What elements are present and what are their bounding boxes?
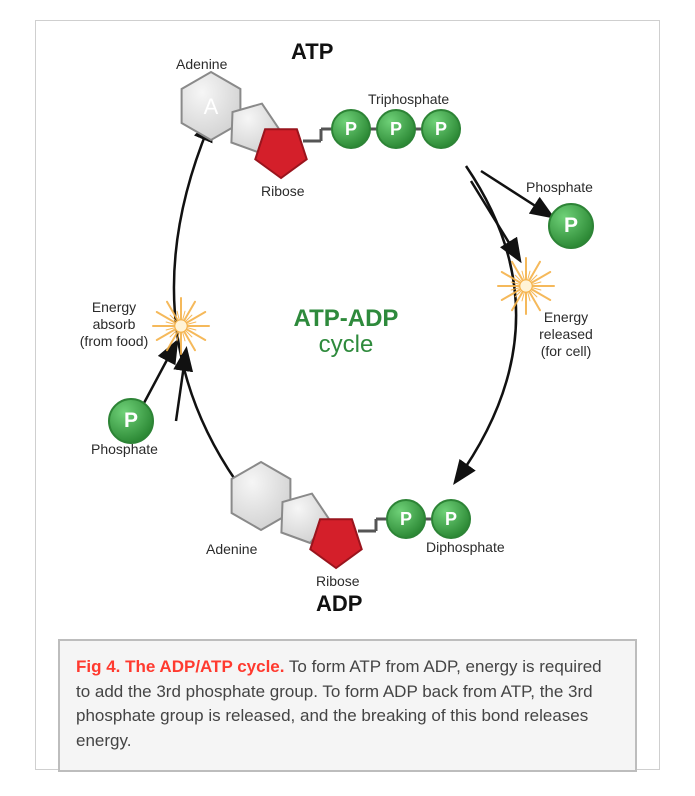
- svg-text:P: P: [124, 409, 138, 432]
- label-triphosphate: Triphosphate: [368, 91, 449, 108]
- adp-title: ADP: [316, 591, 362, 617]
- svg-text:P: P: [445, 509, 457, 529]
- label-ribose-bottom: Ribose: [316, 573, 360, 590]
- center-title: ATP-ADP cycle: [256, 306, 436, 359]
- atp-title: ATP: [291, 39, 333, 65]
- center-title-l2: cycle: [256, 332, 436, 358]
- energy-released-l2: released: [539, 326, 593, 342]
- label-adenine-bottom: Adenine: [206, 541, 257, 558]
- label-energy-released: Energy released (for cell): [526, 309, 606, 359]
- svg-text:P: P: [390, 119, 402, 139]
- label-energy-absorb: Energy absorb (from food): [74, 299, 154, 349]
- figure-frame: A P P P P P P P ATP ADP ATP-ADP cycle Adenine T…: [35, 20, 660, 770]
- energy-released-l3: (for cell): [541, 343, 592, 359]
- label-adenine-top: Adenine: [176, 56, 227, 73]
- energy-absorb-l1: Energy: [92, 299, 136, 315]
- label-diphosphate: Diphosphate: [426, 539, 505, 556]
- energy-absorb-l2: absorb: [93, 316, 136, 332]
- center-title-l1: ATP-ADP: [256, 306, 436, 332]
- svg-text:P: P: [345, 119, 357, 139]
- label-ribose-top: Ribose: [261, 183, 305, 200]
- caption-label: Fig 4. The ADP/ATP cycle.: [76, 657, 284, 676]
- figure-caption: Fig 4. The ADP/ATP cycle. To form ATP fr…: [58, 639, 637, 772]
- svg-text:P: P: [400, 509, 412, 529]
- cycle-diagram: A P P P P P P P ATP ADP ATP-ADP cycle Adenine T…: [36, 21, 661, 626]
- svg-text:P: P: [435, 119, 447, 139]
- label-phosphate-right: Phosphate: [526, 179, 593, 196]
- label-phosphate-left: Phosphate: [91, 441, 158, 458]
- energy-released-l1: Energy: [544, 309, 588, 325]
- cycle-arrows: [144, 121, 551, 481]
- svg-text:P: P: [564, 214, 578, 237]
- energy-absorb-l3: (from food): [80, 333, 148, 349]
- svg-text:A: A: [204, 94, 219, 119]
